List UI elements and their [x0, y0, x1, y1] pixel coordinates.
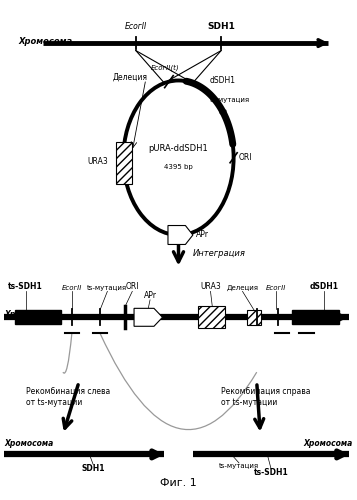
- Text: APr: APr: [144, 291, 157, 300]
- Text: Делеция: Делеция: [112, 72, 147, 81]
- Text: Интеграция: Интеграция: [193, 249, 246, 258]
- Text: ORI: ORI: [239, 154, 252, 162]
- Polygon shape: [134, 308, 162, 326]
- Text: Делеция: Делеция: [226, 286, 258, 292]
- Bar: [15, 310, 61, 324]
- Text: ts-SDH1: ts-SDH1: [8, 282, 43, 292]
- Bar: [116, 142, 132, 184]
- Text: Хромосома: Хромосома: [303, 440, 353, 448]
- Text: dSDH1: dSDH1: [210, 76, 236, 84]
- Text: EcогII: EcогII: [125, 22, 147, 30]
- Text: ts-мутация: ts-мутация: [210, 97, 250, 103]
- Text: Рекомбинация справа
от ts-мутации: Рекомбинация справа от ts-мутации: [221, 387, 311, 407]
- Bar: [247, 310, 261, 325]
- Text: Рекомбинация слева
от ts-мутации: Рекомбинация слева от ts-мутации: [26, 387, 110, 407]
- Text: ts-мутация: ts-мутация: [87, 286, 127, 292]
- Text: ts-SDH1: ts-SDH1: [253, 468, 288, 477]
- Text: Хромосома: Хромосома: [4, 310, 54, 319]
- Text: URA3: URA3: [200, 282, 221, 292]
- Text: EcогII: EcогII: [62, 286, 82, 292]
- Text: Фиг. 1: Фиг. 1: [160, 478, 197, 488]
- Text: EcогII(t): EcогII(t): [151, 64, 180, 70]
- Text: Хромосома: Хромосома: [4, 440, 54, 448]
- Bar: [198, 306, 225, 328]
- Polygon shape: [168, 226, 193, 244]
- Text: Хромосома: Хромосома: [19, 36, 72, 46]
- Text: ORI: ORI: [126, 282, 139, 292]
- Text: pURA-ddSDH1: pURA-ddSDH1: [149, 144, 208, 154]
- Text: APr: APr: [196, 230, 210, 239]
- Text: EcогII: EcогII: [266, 286, 286, 292]
- Text: 4395 bp: 4395 bp: [164, 164, 193, 170]
- Text: URA3: URA3: [87, 156, 108, 166]
- Text: SDH1: SDH1: [207, 22, 235, 30]
- Text: SDH1: SDH1: [81, 464, 105, 473]
- Bar: [292, 310, 338, 324]
- Text: dSDH1: dSDH1: [310, 282, 339, 292]
- Text: ts-мутация: ts-мутация: [219, 463, 259, 469]
